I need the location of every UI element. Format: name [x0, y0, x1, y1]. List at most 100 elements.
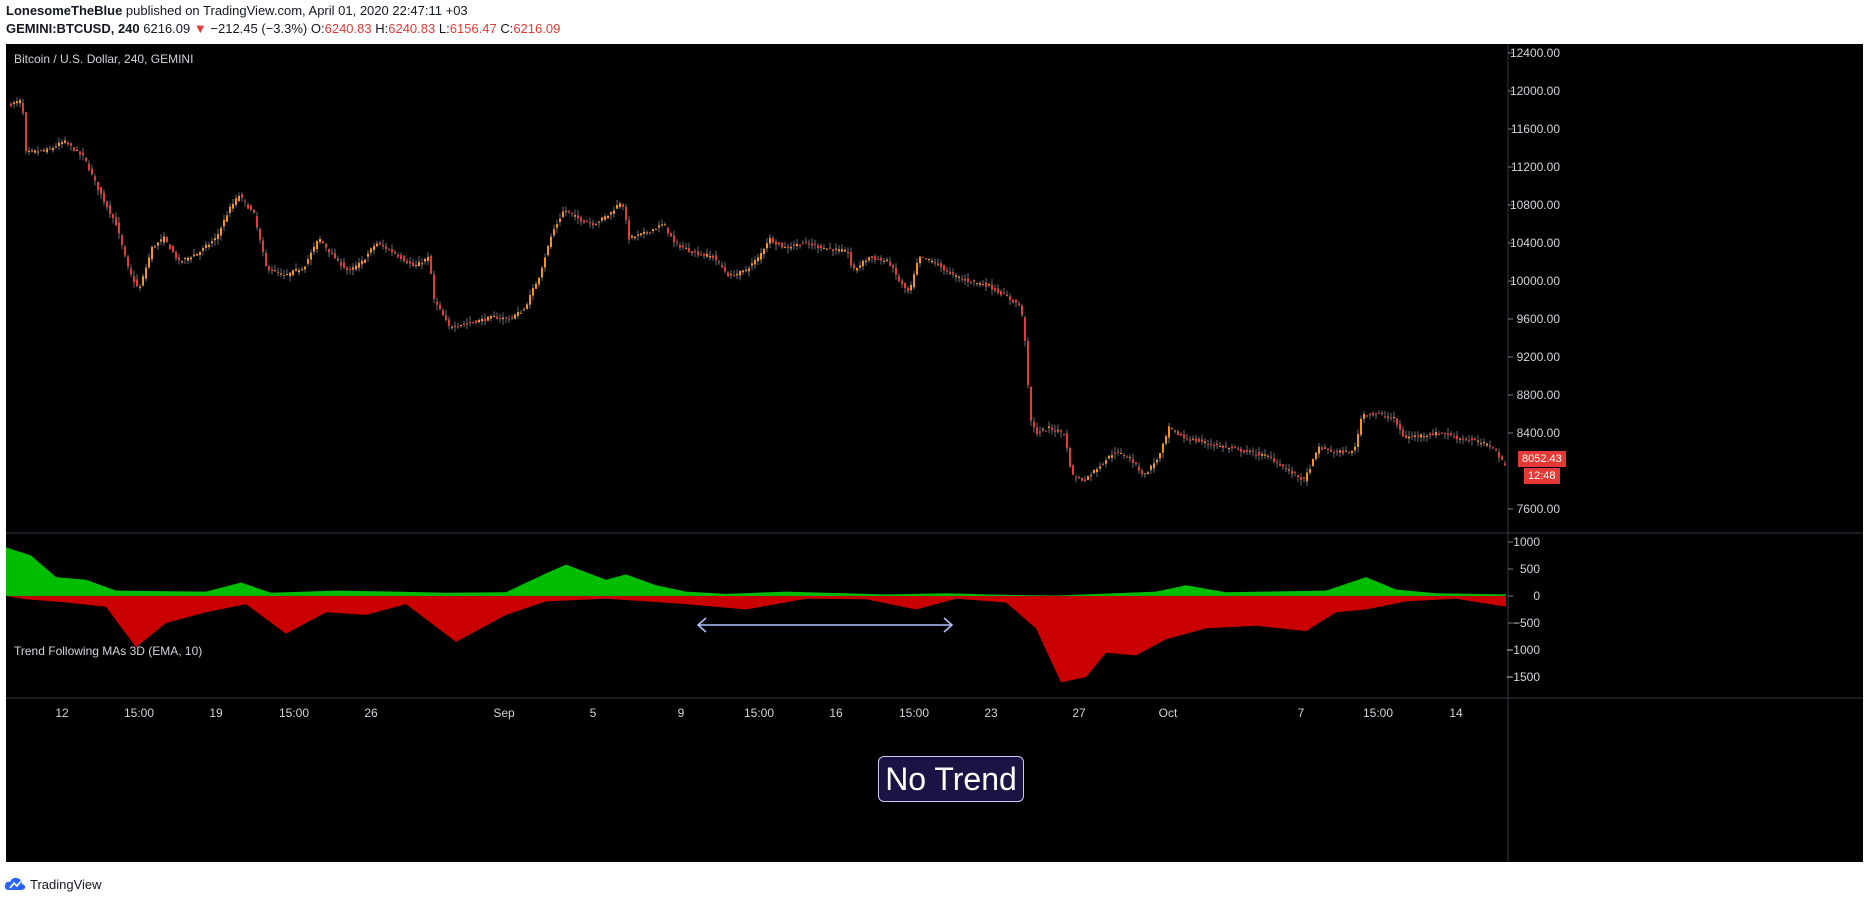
candle-body [1459, 438, 1461, 440]
candle-body [160, 239, 162, 242]
candle-body [310, 252, 312, 260]
change-arrow-icon: ▼ [193, 21, 207, 36]
candle-body [265, 252, 267, 266]
time-axis-label: 12 [55, 706, 69, 720]
candle-body [352, 267, 354, 270]
candle-body [349, 268, 351, 270]
candle-body [448, 319, 450, 326]
candle-body [319, 238, 321, 243]
arrow-head-left [696, 617, 707, 633]
candle-body [136, 279, 138, 287]
candle-body [424, 258, 426, 262]
candle-body [1231, 446, 1233, 448]
candle-body [919, 256, 921, 264]
candle-body [268, 266, 270, 271]
candle-body [568, 210, 570, 213]
candle-body [892, 265, 894, 268]
candle-body [1465, 438, 1467, 440]
candle-body [910, 284, 912, 291]
candle-body [718, 261, 720, 263]
candle-body [1003, 293, 1005, 295]
candle-body [835, 248, 837, 250]
candle-body [745, 269, 747, 271]
candle-body [940, 263, 942, 268]
candle-body [181, 260, 183, 263]
candle-body [16, 101, 18, 104]
candle-body [1015, 299, 1017, 303]
tradingview-cloud-icon [4, 877, 26, 890]
candle-body [1360, 418, 1362, 435]
candle-body [574, 215, 576, 217]
ma-ribbon-red [6, 596, 1506, 683]
candle-body [103, 192, 105, 202]
candle-body [664, 224, 666, 226]
candle-body [490, 315, 492, 319]
candle-body [841, 249, 843, 252]
candle-body [112, 214, 114, 219]
candle-body [1063, 433, 1065, 435]
candle-body [1447, 433, 1449, 436]
candle-body [1213, 444, 1215, 447]
candle-body [1378, 412, 1380, 414]
candle-body [64, 140, 66, 143]
candle-body [817, 245, 819, 248]
candle-body [1051, 427, 1053, 430]
candle-body [1153, 463, 1155, 469]
candle-body [304, 266, 306, 270]
chart-area[interactable]: 12400.00 12000.00 11600.00 11200.00 10800.00… [6, 44, 1863, 862]
header-line-2: GEMINI:BTCUSD, 240 6216.09 ▼ −212.45 (−3… [6, 21, 560, 36]
candle-body [241, 194, 243, 198]
time-axis-label: 23 [984, 706, 998, 720]
candle-body [886, 259, 888, 262]
chart-canvas[interactable]: 12400.00 12000.00 11600.00 11200.00 10800.00… [6, 44, 1863, 862]
candle-body [145, 267, 147, 279]
close-label: C: [500, 21, 514, 36]
candle-body [1504, 463, 1506, 466]
candle-body [472, 322, 474, 324]
candle-body [1474, 438, 1476, 441]
candle-body [1414, 435, 1416, 437]
candle-body [1144, 473, 1146, 475]
candle-body [421, 263, 423, 265]
candle-body [229, 206, 231, 213]
candle-body [196, 253, 198, 256]
candle-body [1444, 433, 1446, 435]
candle-body [550, 236, 552, 248]
candle-body [151, 246, 153, 260]
candle-body [862, 260, 864, 267]
candle-body [1408, 436, 1410, 439]
candle-body [139, 286, 141, 289]
candle-body [1309, 469, 1311, 473]
candle-body [1126, 456, 1128, 458]
price-tick-label: 11600.00 [1511, 122, 1560, 136]
candle-body [1123, 454, 1125, 456]
candle-body [931, 260, 933, 263]
price-change: −212.45 (−3.3%) [210, 21, 308, 36]
time-axis-label: 16 [829, 706, 843, 720]
candle-body [460, 325, 462, 327]
arrow-head-right [943, 617, 954, 633]
candle-body [1006, 294, 1008, 297]
candle-body [142, 276, 144, 286]
candle-body [283, 274, 285, 276]
indicator-tick-label: −500 [1513, 616, 1540, 630]
candle-body [124, 246, 126, 256]
footer-brand[interactable]: TradingView [4, 872, 102, 896]
candle-body [277, 271, 279, 273]
candle-body [217, 234, 219, 240]
candle-body [1261, 453, 1263, 456]
author-name[interactable]: LonesomeTheBlue [6, 3, 123, 18]
candle-body [1192, 438, 1194, 440]
candle-body [367, 253, 369, 257]
candle-body [1093, 470, 1095, 474]
candle-body [1060, 430, 1062, 433]
candle-body [1486, 443, 1488, 446]
time-axis-label: 26 [364, 706, 378, 720]
header-line-1: LonesomeTheBlue published on TradingView… [6, 3, 468, 18]
candle-body [712, 255, 714, 258]
candle-body [415, 265, 417, 267]
open-value: 6240.83 [324, 21, 372, 36]
candle-body [736, 273, 738, 276]
candle-body [1363, 414, 1365, 419]
candle-body [214, 238, 216, 241]
